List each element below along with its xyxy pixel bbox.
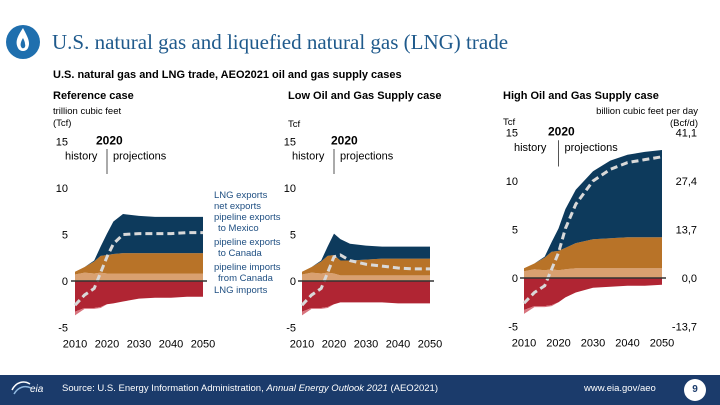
high-ytick-10: 10 [506,176,518,188]
page-number: 9 [684,379,706,401]
high-area-pipeline-exports-to-canada [524,268,662,278]
source-prefix: Source: U.S. Energy Information Administ… [62,383,267,394]
low-ytick-0: 0 [290,276,296,288]
low-unit: Tcf [288,119,301,130]
legend-pipeline-mexico-2: to Mexico [218,223,259,234]
high-unit-right-line1: billion cubic feet per day [596,106,698,117]
footer-bar [0,375,720,405]
low-xtick-2050: 2050 [418,339,442,351]
high-ytick-0: 0 [512,273,518,285]
page-title: U.S. natural gas and liquefied natural g… [52,30,509,54]
reference-ytick--5: -5 [58,323,68,335]
low-history-label: history [292,150,325,162]
low-ytick-5: 5 [290,230,296,242]
legend-pipeline-imports-2: from Canada [218,273,273,284]
source-note: Source: U.S. Energy Information Administ… [62,383,438,394]
high-xtick-2010: 2010 [512,338,536,350]
legend-pipeline-imports-1: pipeline imports [214,262,281,273]
high-area-pipeline-exports-to-mexico [524,237,662,272]
low-xtick-2040: 2040 [386,339,410,351]
source-title: Annual Energy Outlook 2021 [266,383,388,394]
high-ytick--5: -5 [508,322,518,334]
high-xtick-2040: 2040 [615,338,639,350]
low-year-2020-label: 2020 [331,133,358,147]
high-xtick-2030: 2030 [581,338,605,350]
high-area-lng-exports [524,149,662,269]
reference-ytick-10: 10 [56,183,68,195]
high-xtick-2050: 2050 [650,338,674,350]
reference-xtick-2050: 2050 [191,339,215,351]
low-ytick-10: 10 [284,183,296,195]
reference-xtick-2010: 2010 [63,339,87,351]
high-ytick-15: 15 [506,128,518,140]
high-projections-label: projections [565,142,619,154]
low-panel-title: Low Oil and Gas Supply case [288,90,442,102]
high-ytick-5: 5 [512,225,518,237]
reference-history-label: history [65,150,98,162]
reference-ytick-0: 0 [62,276,68,288]
low-ytick--5: -5 [286,323,296,335]
low-projections-label: projections [340,150,394,162]
low-xtick-2020: 2020 [322,339,346,351]
reference-ytick-5: 5 [62,230,68,242]
high-ytick-right-0: -13,7 [672,322,697,334]
high-xtick-2020: 2020 [546,338,570,350]
low-area-pipeline-exports-to-canada [302,272,430,281]
low-area-lng-exports [302,233,430,272]
legend-lng-imports: LNG imports [214,285,268,296]
reference-panel-title: Reference case [53,90,134,102]
legend-pipeline-canada-1: pipeline exports [214,237,281,248]
low-xtick-2010: 2010 [290,339,314,351]
high-ytick-right-3: 27,4 [676,176,697,188]
reference-projections-label: projections [113,150,167,162]
legend-pipeline-mexico-1: pipeline exports [214,212,281,223]
reference-net-exports-line [73,231,203,307]
legend-net-exports: net exports [214,201,261,212]
legend-pipeline-canada-2: to Canada [218,248,262,259]
chart-subtitle: U.S. natural gas and LNG trade, AEO2021 … [53,69,402,81]
eia-logo-text: eia [30,384,44,395]
high-ytick-right-1: 0,0 [682,273,697,285]
high-year-2020-label: 2020 [548,124,575,138]
eia-logo-icon [11,381,32,395]
reference-area-pipeline-exports-to-canada [75,272,203,281]
reference-xtick-2020: 2020 [95,339,119,351]
reference-year-2020-label: 2020 [96,133,123,147]
reference-unit-line1: trillion cubic feet [53,106,122,117]
high-unit-right-line2: (Bcf/d) [670,118,698,129]
high-area-pipeline-imports-from-canada [524,278,662,311]
high-history-label: history [514,142,547,154]
high-panel-title: High Oil and Gas Supply case [503,90,659,102]
reference-area-pipeline-imports-from-canada [75,281,203,312]
reference-area-pipeline-exports-to-mexico [75,253,203,275]
reference-xtick-2030: 2030 [127,339,151,351]
low-net-exports-line [300,253,430,307]
high-ytick-right-2: 13,7 [676,225,697,237]
high-ytick-right-4: 41,1 [676,128,697,140]
reference-xtick-2040: 2040 [159,339,183,351]
eia-flame-logo [6,20,40,60]
low-xtick-2030: 2030 [354,339,378,351]
reference-area-lng-exports [75,214,203,272]
reference-unit-line2: (Tcf) [53,118,72,129]
reference-ytick-15: 15 [56,137,68,149]
high-unit-left: Tcf [503,117,516,128]
eia-aeo-link[interactable]: www.eia.gov/aeo [584,383,656,394]
gas-flame-icon [6,25,40,59]
low-ytick-15: 15 [284,137,296,149]
legend-lng-exports: LNG exports [214,190,268,201]
source-suffix: (AEO2021) [387,383,438,394]
high-net-exports-line [522,155,663,305]
low-area-pipeline-imports-from-canada [302,281,430,312]
